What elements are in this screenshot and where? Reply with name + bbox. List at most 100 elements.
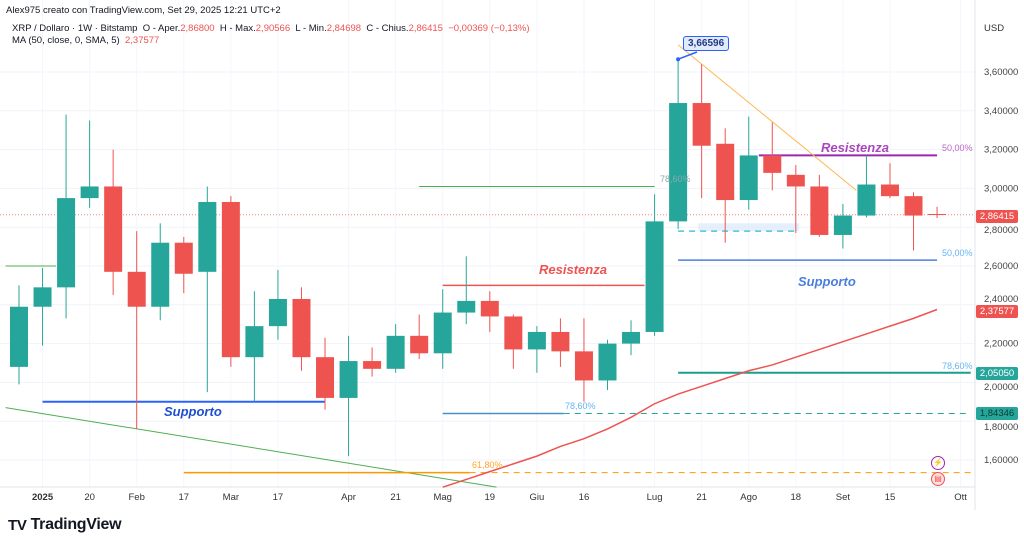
trend-line — [5, 407, 497, 488]
candle-body-up — [645, 221, 664, 332]
candle-body-down — [928, 214, 947, 216]
y-tick-label: 2,80000 — [984, 225, 1018, 236]
high-value: 2,90566 — [255, 23, 291, 34]
symbol-label[interactable]: XRP / Dollaro · 1W · Bitstamp — [12, 23, 138, 34]
fib-zone-shade — [698, 223, 800, 232]
candle-body-down — [316, 357, 335, 398]
candle-body-up — [598, 343, 617, 381]
candle-body-up — [268, 298, 287, 327]
candle-body-up — [527, 331, 546, 350]
candle-body-up — [739, 155, 758, 201]
tv-brand-text: TradingView — [30, 516, 122, 533]
tradingview-logo[interactable]: TV TradingView — [8, 516, 122, 534]
candle-body-up — [245, 326, 264, 358]
y-tick-label: 3,40000 — [984, 106, 1018, 117]
tv-logo-icon: TV — [8, 516, 27, 534]
low-label: L - Min. — [295, 23, 327, 34]
currency-label: USD — [984, 23, 1005, 34]
chart-credit: Alex975 creato con TradingView.com, Set … — [6, 5, 281, 16]
high-price-callout[interactable]: 3,66596 — [683, 36, 730, 51]
candle-body-down — [716, 143, 735, 201]
ma-label: MA (50, close, 0, SMA, 5) — [12, 35, 120, 46]
ma-value: 2,37577 — [125, 35, 160, 46]
candle-body-up — [198, 201, 217, 272]
fib-label-618: 61,80% — [472, 460, 503, 470]
us-flag-event-icon[interactable]: ▤ — [931, 472, 945, 486]
resistance-label-1[interactable]: Resistenza — [539, 262, 607, 277]
x-tick-label: 20 — [84, 492, 95, 503]
y-tick-label: 3,00000 — [984, 183, 1018, 194]
support-label-2[interactable]: Supporto — [798, 274, 856, 289]
fib-label-786-a: 78,60% — [942, 361, 973, 371]
y-tick-label: 2,00000 — [984, 382, 1018, 393]
y-tick-label: 2,60000 — [984, 261, 1018, 272]
callout-anchor-dot — [676, 57, 681, 62]
support-label-1[interactable]: Supporto — [164, 404, 222, 419]
change-value: −0,00369 (−0,13%) — [448, 23, 530, 34]
x-tick-label: 16 — [579, 492, 590, 503]
high-label: H - Max. — [219, 23, 256, 34]
y-tick-label: 2,20000 — [984, 339, 1018, 350]
trend-line — [677, 44, 857, 191]
x-tick-label: Apr — [341, 492, 356, 503]
level-tag-2-05: 2,05050 — [976, 367, 1018, 380]
close-label: C - Chius. — [366, 23, 409, 34]
candle-body-up — [151, 242, 170, 307]
y-tick-label: 3,60000 — [984, 67, 1018, 78]
callout-pointer — [677, 51, 698, 60]
candle-body-down — [763, 155, 782, 173]
moving-average-line — [442, 308, 938, 488]
resistance-label-2[interactable]: Resistenza — [821, 140, 889, 155]
y-tick-label: 3,20000 — [984, 145, 1018, 156]
candle-body-down — [292, 298, 311, 358]
level-tag-1-84: 1,84346 — [976, 407, 1018, 420]
candle-body-down — [221, 201, 240, 358]
candle-body-down — [904, 196, 923, 216]
x-tick-label: Lug — [647, 492, 663, 503]
x-tick-label: Ago — [740, 492, 757, 503]
x-tick-label: Giu — [529, 492, 544, 503]
candle-body-down — [363, 361, 382, 369]
x-tick-label: Mag — [433, 492, 451, 503]
x-tick-label: 21 — [390, 492, 401, 503]
candle-body-down — [810, 186, 829, 235]
x-tick-label: 15 — [885, 492, 896, 503]
ma-legend[interactable]: MA (50, close, 0, SMA, 5) 2,37577 — [12, 35, 159, 46]
candle-body-up — [833, 215, 852, 235]
y-tick-label: 1,80000 — [984, 422, 1018, 433]
open-label: O - Aper. — [142, 23, 181, 34]
y-tick-label: 2,40000 — [984, 294, 1018, 305]
ma-price-tag: 2,37577 — [976, 305, 1018, 318]
fib-label-786-c: 78,60% — [660, 174, 691, 184]
x-tick-label: Ott — [954, 492, 967, 503]
candle-body-down — [504, 316, 523, 350]
candle-body-down — [480, 300, 499, 317]
candle-body-down — [880, 184, 899, 197]
x-tick-label: Set — [836, 492, 851, 503]
close-value: 2,86415 — [408, 23, 443, 34]
lightning-event-icon[interactable]: ⚡ — [931, 456, 945, 470]
candle-body-up — [622, 331, 641, 344]
candle-body-down — [551, 331, 570, 352]
x-tick-label: 17 — [178, 492, 189, 503]
candle-body-up — [433, 312, 452, 354]
x-tick-label: 2025 — [32, 492, 54, 503]
x-tick-label: 18 — [791, 492, 802, 503]
candle-body-down — [174, 242, 193, 274]
candle-body-down — [692, 103, 711, 146]
candle-body-up — [857, 184, 876, 216]
candle-body-down — [104, 186, 123, 272]
candle-body-up — [457, 300, 476, 313]
x-tick-label: 19 — [485, 492, 496, 503]
candle-body-up — [80, 186, 99, 199]
candle-body-up — [386, 335, 405, 369]
candle-body-down — [574, 351, 593, 381]
ohlc-legend: XRP / Dollaro · 1W · Bitstamp O - Aper. 2… — [12, 23, 530, 34]
x-tick-label: Feb — [129, 492, 145, 503]
x-tick-label: Mar — [223, 492, 239, 503]
candle-body-up — [10, 306, 28, 367]
fib-label-upper-50: 50,00% — [942, 143, 973, 153]
low-value: 2,84698 — [326, 23, 362, 34]
last-price-tag: 2,86415 — [976, 210, 1018, 223]
